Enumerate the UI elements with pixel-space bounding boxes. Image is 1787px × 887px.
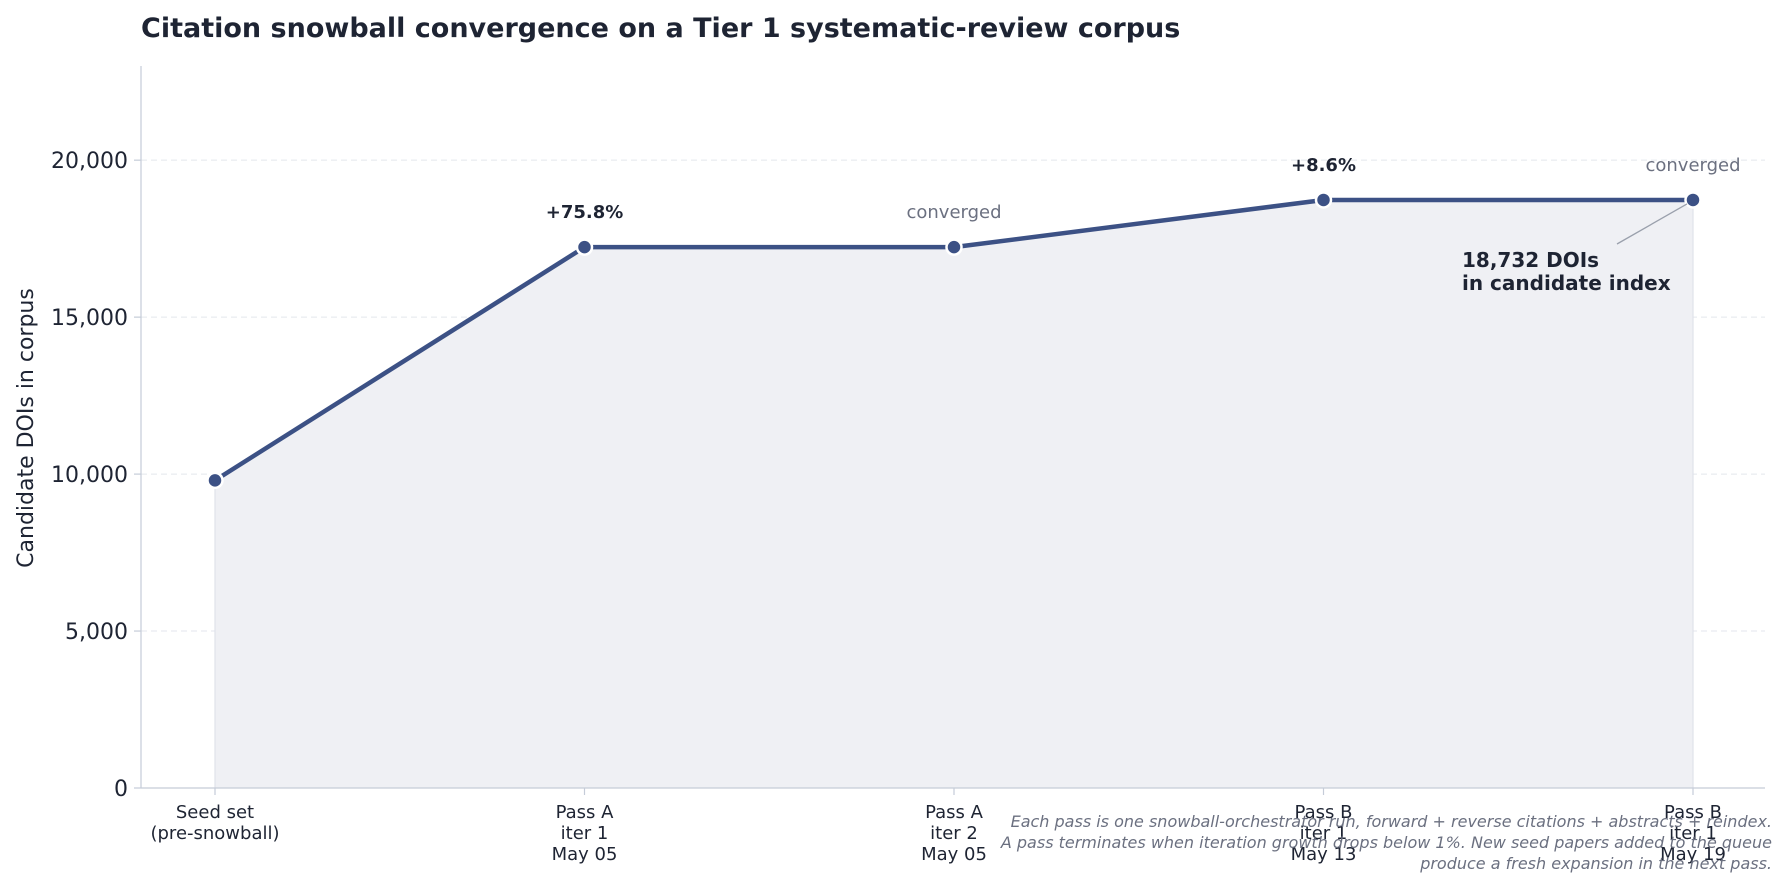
area-edges xyxy=(214,199,1694,788)
footnote-line: produce a fresh expansion in the next pa… xyxy=(1419,854,1772,873)
y-tick-label: 20,000 xyxy=(51,149,128,174)
point-label: +8.6% xyxy=(1291,155,1356,176)
point-labels: +75.8% converged +8.6% converged xyxy=(546,155,1741,223)
point-label: +75.8% xyxy=(546,202,624,223)
y-tick-label: 10,000 xyxy=(51,463,128,488)
callout: 18,732 DOIs in candidate index xyxy=(1462,203,1688,295)
y-axis-ticks: 0 5,000 10,000 15,000 20,000 xyxy=(51,149,141,802)
data-point xyxy=(575,238,594,256)
data-point xyxy=(1314,191,1333,209)
callout-text: 18,732 DOIs in candidate index xyxy=(1462,248,1671,295)
data-point xyxy=(1684,191,1702,209)
footnote: Each pass is one snowball-orchestrator r… xyxy=(1000,812,1772,873)
y-axis-label: Candidate DOIs in corpus xyxy=(14,288,39,568)
point-label: converged xyxy=(1645,155,1740,176)
point-label: converged xyxy=(906,202,1001,223)
axes xyxy=(140,66,1765,789)
series-points xyxy=(206,191,1702,490)
y-tick-label: 0 xyxy=(114,777,128,802)
x-tick-label: Seed set (pre-snowball) xyxy=(150,802,279,844)
callout-leader xyxy=(1616,203,1688,245)
footnote-line: A pass terminates when iteration growth … xyxy=(1000,833,1772,852)
data-point xyxy=(945,238,963,256)
area-fill xyxy=(215,199,1693,788)
y-tick-label: 5,000 xyxy=(65,620,128,645)
data-point xyxy=(206,471,224,490)
footnote-line: Each pass is one snowball-orchestrator r… xyxy=(1011,812,1772,831)
y-tick-label: 15,000 xyxy=(51,306,128,331)
chart-title: Citation snowball convergence on a Tier … xyxy=(141,13,1180,44)
